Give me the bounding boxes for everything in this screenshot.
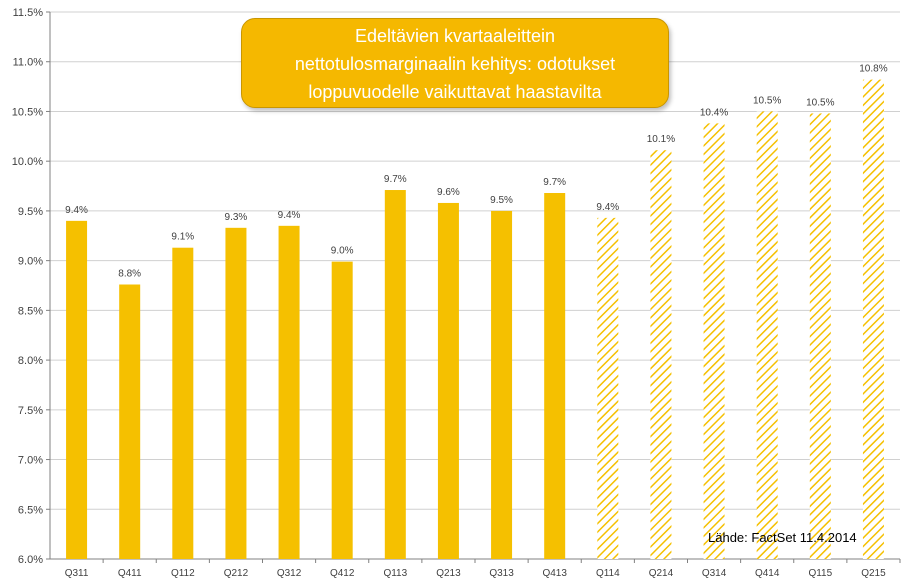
y-tick-label: 11.0%: [13, 57, 44, 69]
forecast-bar: [650, 150, 672, 559]
y-tick-label: 6.5%: [18, 504, 43, 516]
bars: [66, 79, 884, 560]
forecast-bar: [862, 79, 884, 559]
x-tick-label: Q414: [755, 568, 780, 579]
y-tick-label: 10.0%: [12, 156, 43, 168]
y-tick-label: 6.0%: [18, 554, 43, 566]
y-tick-label: 8.5%: [18, 305, 43, 317]
data-label: 10.4%: [700, 107, 728, 118]
data-label: 8.8%: [118, 269, 141, 280]
callout-line-3: loppuvuodelle vaikuttavat haastavilta: [308, 82, 602, 102]
x-tick-label: Q313: [489, 568, 514, 579]
x-tick-label: Q112: [171, 568, 195, 579]
callout-line-1: Edeltävien kvartaaleittein: [354, 26, 556, 46]
bar: [331, 261, 353, 559]
x-tick-label: Q114: [596, 568, 620, 579]
x-tick-label: Q214: [649, 568, 674, 579]
data-label: 9.7%: [384, 174, 407, 185]
forecast-bar: [809, 113, 831, 559]
data-label: 9.7%: [543, 177, 566, 188]
data-label: 9.4%: [278, 210, 301, 221]
y-tick-label: 9.5%: [18, 206, 43, 218]
y-tick-label: 7.0%: [18, 455, 43, 467]
source-note: Lähde: FactSet 11.4.2014: [708, 530, 857, 545]
data-label: 9.0%: [331, 246, 354, 257]
bar: [119, 284, 141, 559]
x-tick-label: Q413: [542, 568, 567, 579]
x-tick-label: Q412: [330, 568, 355, 579]
data-label: 10.5%: [753, 95, 781, 106]
y-tick-label: 7.5%: [18, 405, 43, 417]
x-tick-label: Q314: [702, 568, 727, 579]
y-tick-label: 8.0%: [18, 355, 43, 367]
x-tick-label: Q312: [277, 568, 302, 579]
y-tick-label: 9.0%: [18, 256, 43, 268]
data-label: 10.1%: [647, 134, 675, 145]
bar: [384, 190, 406, 560]
data-label: 9.1%: [171, 232, 194, 243]
x-tick-label: Q115: [808, 568, 832, 579]
y-tick-label: 10.5%: [12, 106, 43, 118]
x-tick-label: Q113: [383, 568, 407, 579]
x-tick-label: Q311: [65, 568, 89, 579]
forecast-bar: [756, 111, 778, 560]
labels: 6.0% 6.5% 7.0% 7.5% 8.0% 8.5% 9.0% 9.5% 10.0% 10.…: [12, 7, 888, 579]
data-label: 9.6%: [437, 187, 460, 198]
forecast-bar: [703, 123, 725, 559]
bar: [437, 202, 459, 559]
forecast-bar: [597, 217, 619, 559]
data-label: 10.5%: [806, 97, 834, 108]
callout-line-2: nettotulosmarginaalin kehitys: odotukset: [294, 54, 616, 74]
bar: [544, 193, 566, 560]
bar: [225, 227, 247, 560]
x-tick-label: Q212: [224, 568, 249, 579]
bar: [66, 220, 88, 559]
data-label: 9.5%: [490, 195, 513, 206]
x-tick-label: Q213: [436, 568, 461, 579]
data-label: 10.8%: [859, 64, 887, 75]
bar: [172, 247, 194, 559]
y-tick-label: 11.5%: [13, 7, 44, 19]
chart-callout-box: Edeltävien kvartaaleittein nettotulosmar…: [241, 18, 669, 108]
data-label: 9.3%: [225, 212, 248, 223]
data-label: 9.4%: [596, 202, 619, 213]
bar: [278, 225, 300, 559]
bar: [491, 210, 513, 559]
x-tick-label: Q215: [861, 568, 886, 579]
x-tick-label: Q411: [118, 568, 142, 579]
data-label: 9.4%: [65, 205, 88, 216]
